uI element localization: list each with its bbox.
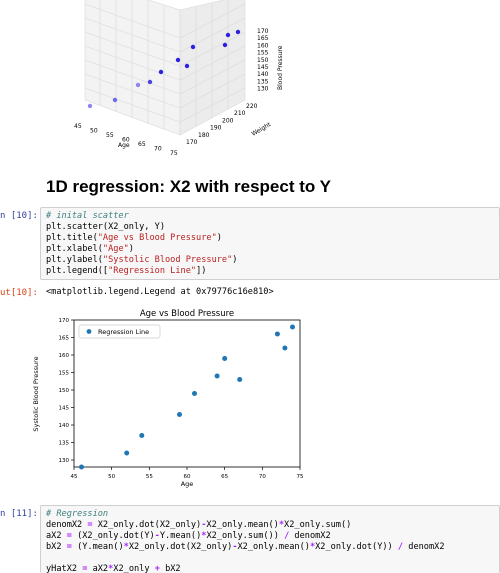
scatter-point — [222, 356, 228, 361]
top-x-tick-label: 60 — [122, 137, 130, 144]
code-line: plt.scatter(X2_only, Y) — [46, 222, 165, 232]
code-line: plt.ylabel("Systolic Blood Pressure") — [46, 255, 238, 265]
scatter-chart: Age vs Blood Pressure 45 50 55 60 65 70 75 130… — [32, 309, 304, 488]
x-tick-label: 70 — [259, 474, 266, 480]
section-heading: 1D regression: X2 with respect to Y — [46, 177, 331, 196]
top-z-tick-label: 165 — [257, 35, 269, 42]
legend-entry: Regression Line — [98, 328, 149, 336]
3d-point — [147, 79, 153, 85]
scatter-point — [139, 433, 145, 438]
3d-data-points — [87, 29, 241, 109]
x-tick-label: 50 — [108, 474, 115, 480]
code-line: # inital scatter — [46, 211, 129, 221]
3d-point — [175, 57, 181, 63]
top-x-tick-label: 75 — [170, 150, 178, 155]
top-x-tick-label: 55 — [106, 132, 114, 139]
3d-point — [158, 69, 164, 75]
chart-title: Age vs Blood Pressure — [140, 309, 234, 319]
cell10-output-prompt: ut[10]: — [0, 288, 38, 298]
top-y-axis-label: Weight — [251, 121, 273, 138]
3d-point — [184, 63, 190, 69]
scatter-point — [124, 450, 130, 456]
code-line: plt.xlabel("Age") — [46, 244, 134, 254]
top-y-tick-label: 210 — [234, 110, 246, 117]
top-z-tick-label: 150 — [257, 57, 269, 64]
x-tick-label: 60 — [184, 474, 191, 480]
x-tick-label: 55 — [146, 474, 153, 480]
top-x-tick-label: 70 — [154, 146, 162, 153]
cell11-code-editor[interactable]: # Regression denomX2 = X2_only.dot(X2_onl… — [40, 505, 500, 573]
3d-point — [135, 82, 141, 88]
top-z-tick-label: 135 — [257, 78, 269, 85]
code-line: denomX2 = X2_only.dot(X2_only)-X2_only.m… — [46, 520, 352, 530]
y-tick-label: 140 — [59, 423, 70, 429]
3d-grid — [84, 0, 246, 136]
top-x-tick-label: 45 — [74, 123, 82, 130]
top-y-tick-label: 220 — [246, 103, 258, 110]
3d-point — [112, 97, 118, 103]
scatter-point — [282, 345, 288, 351]
cell10-code-editor[interactable]: # inital scatter plt.scatter(X2_only, Y) p… — [40, 207, 500, 280]
top-y-tick-label: 190 — [210, 125, 222, 132]
y-tick-label: 160 — [59, 353, 70, 359]
plot-frame — [73, 319, 301, 468]
legend-marker — [86, 329, 92, 334]
y-tick-label: 130 — [59, 458, 70, 464]
top-y-tick-label: 170 — [186, 139, 198, 146]
3d-point — [190, 44, 196, 50]
y-tick-label: 135 — [59, 441, 70, 447]
code-line — [46, 553, 494, 564]
top-z-tick-label: 145 — [257, 64, 269, 71]
top-y-tick-label: 200 — [222, 117, 234, 124]
y-tick-label: 145 — [59, 406, 70, 412]
y-tick-label: 165 — [59, 336, 70, 342]
x-tick-label: 45 — [71, 474, 78, 480]
top-x-tick-label: 50 — [90, 128, 98, 135]
3d-point — [225, 32, 231, 38]
scatter-point — [79, 464, 84, 470]
cell10-output-text: <matplotlib.legend.Legend at 0x79776c16e… — [46, 287, 274, 297]
top-z-tick-label: 170 — [257, 28, 269, 35]
code-line: plt.title("Age vs Blood Pressure") — [46, 233, 222, 243]
3d-point — [222, 42, 228, 48]
cell11-input-prompt: n [11]: — [0, 509, 38, 519]
code-line: yHatX2 = aX2*X2_only + bX2 — [46, 564, 181, 573]
3d-point — [235, 29, 241, 35]
chart-legend: Regression Line — [78, 324, 161, 339]
top-z-tick-label: 140 — [257, 71, 269, 78]
code-line: aX2 = (X2_only.dot(Y)-Y.mean()*X2_only.s… — [46, 531, 331, 541]
top-z-tick-label: 160 — [257, 42, 269, 49]
top-z-tick-label: 155 — [257, 50, 269, 57]
top-z-tick-label: 130 — [257, 86, 269, 93]
x-tick-label: 75 — [297, 474, 304, 480]
top-z-axis-label: Blood Pressure — [277, 45, 284, 90]
scatter-point — [177, 412, 182, 417]
x-tick-label: 65 — [221, 474, 228, 480]
top-x-axis-label: Age — [118, 142, 130, 149]
scatter-point — [192, 391, 197, 396]
y-tick-label: 155 — [59, 371, 70, 377]
y-axis-label: Systolic Blood Pressure — [32, 356, 40, 431]
cell10-input-prompt: n [10]: — [0, 211, 38, 221]
code-line: plt.legend(["Regression Line"]) — [46, 266, 207, 276]
scatter-point — [214, 373, 220, 379]
scatter-point — [290, 324, 295, 330]
top-y-tick-label: 180 — [198, 132, 210, 139]
x-axis-label: Age — [181, 480, 194, 488]
3d-point — [87, 103, 93, 109]
y-tick-label: 150 — [59, 388, 70, 394]
top-x-tick-label: 65 — [138, 141, 146, 148]
scatter-point — [274, 331, 280, 337]
scatter-point — [237, 377, 243, 382]
y-tick-label: 170 — [59, 318, 70, 324]
code-line: # Regression — [46, 509, 109, 519]
code-line: bX2 = (Y.mean()*X2_only.dot(X2_only)-X2_… — [46, 542, 445, 552]
